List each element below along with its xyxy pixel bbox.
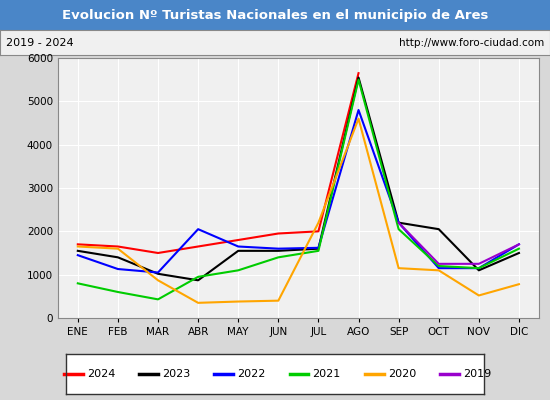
- Text: 2024: 2024: [87, 369, 116, 379]
- Text: http://www.foro-ciudad.com: http://www.foro-ciudad.com: [399, 38, 544, 48]
- Text: 2023: 2023: [162, 369, 190, 379]
- Text: 2019: 2019: [463, 369, 491, 379]
- Text: 2020: 2020: [388, 369, 416, 379]
- Text: 2022: 2022: [238, 369, 266, 379]
- Text: Evolucion Nº Turistas Nacionales en el municipio de Ares: Evolucion Nº Turistas Nacionales en el m…: [62, 8, 488, 22]
- Text: 2019 - 2024: 2019 - 2024: [6, 38, 73, 48]
- Text: 2021: 2021: [312, 369, 341, 379]
